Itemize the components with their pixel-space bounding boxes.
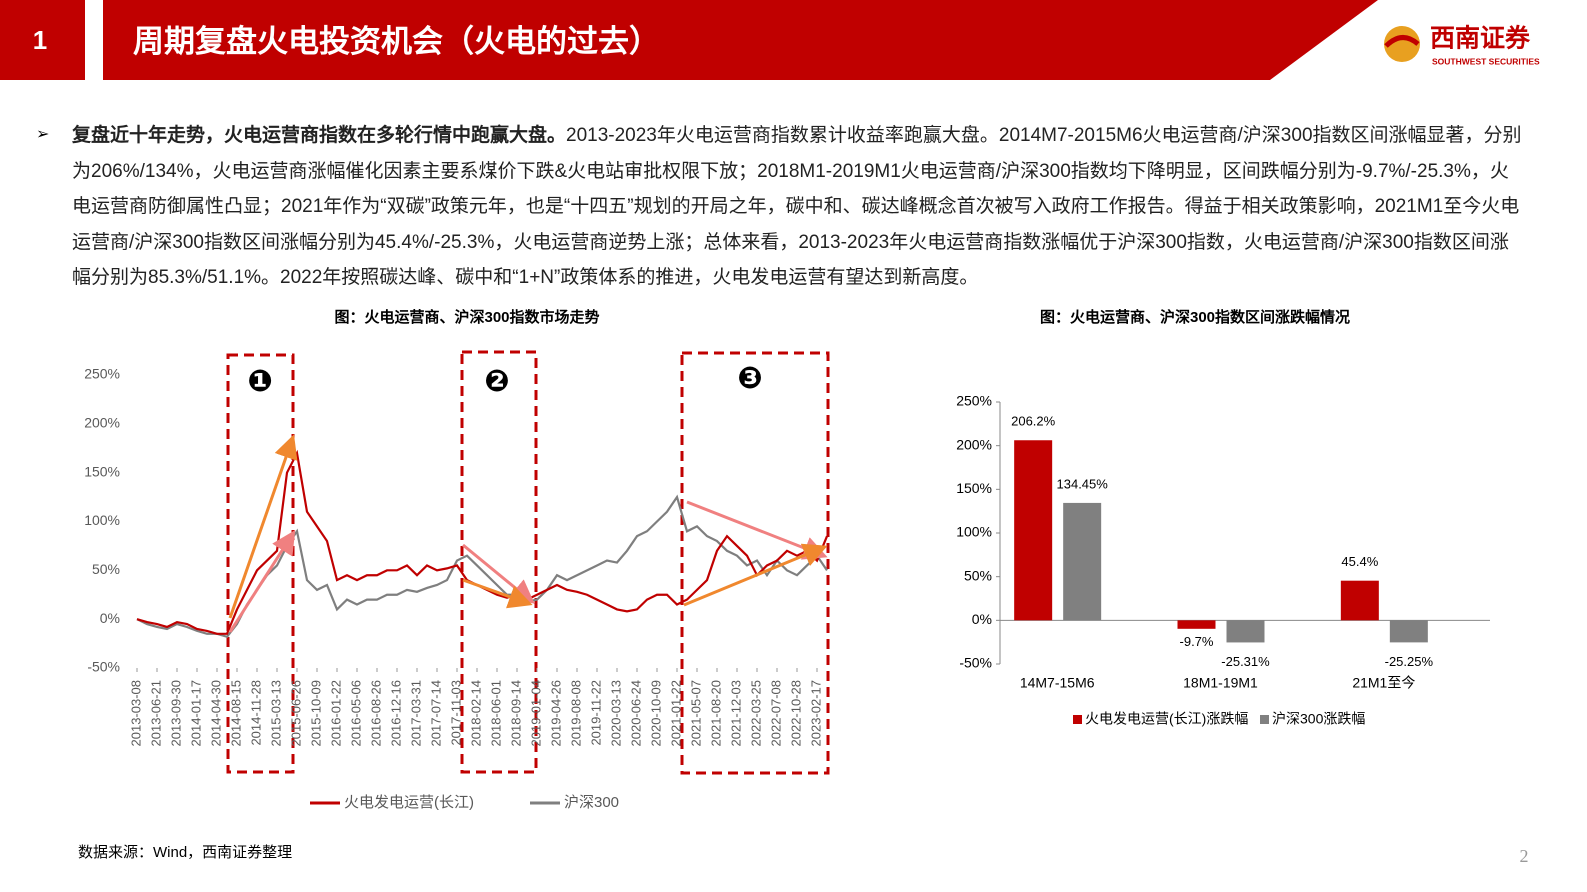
x-tick-label: 2015-10-09 [308,680,323,747]
x-tick-label: 2019-11-22 [588,680,603,746]
y-tick-label: 250% [956,393,992,409]
y-tick-label: 150% [84,463,120,479]
paragraph: 复盘近十年走势，火电运营商指数在多轮行情中跑赢大盘。2013-2023年火电运营… [72,118,1522,296]
x-tick-label: 2014-08-15 [228,680,243,747]
y-tick-label: 200% [84,415,120,431]
x-tick-label: 2013-09-30 [168,680,183,747]
x-tick-label: 2020-10-09 [648,680,663,747]
x-tick-label: 2014-04-30 [208,680,223,747]
x-tick-label: 2021-01-22 [668,680,683,747]
legend-key [1073,715,1082,724]
x-tick-label: 2014-11-28 [248,680,263,746]
y-tick-label: -50% [959,655,992,671]
x-tick-label: 2015-06-26 [288,680,303,747]
x-tick-label: 2019-01-04 [528,680,543,747]
x-tick-label: 2022-10-28 [788,680,803,747]
logo-subtext: SOUTHWEST SECURITIES [1432,56,1540,66]
bar [1014,440,1053,621]
x-tick-label: 2016-05-06 [348,680,363,747]
x-tick-label: 2020-06-24 [628,680,643,747]
bar [1340,580,1379,621]
header-num-block [0,0,85,80]
y-tick-label: 250% [84,366,120,382]
x-tick-label: 2022-07-08 [768,680,783,747]
trend-arrow [228,434,298,619]
page-number: 2 [1520,846,1529,866]
x-tick-label: 2023-02-17 [808,680,823,747]
chart-title: 图：火电运营商、沪深300指数区间涨跌幅情况 [1040,308,1350,326]
legend-label: 沪深300涨跌幅 [1272,711,1365,727]
x-tick-label: 2019-08-08 [568,680,583,747]
logo-mark [1384,26,1420,62]
x-tick-label: 2016-12-16 [388,680,403,747]
bar [1389,620,1428,643]
trend-arrow [462,578,533,609]
y-tick-label: 50% [92,561,120,577]
trend-arrow [228,529,296,633]
bar [1226,620,1265,643]
x-tick-label: 18M1-19M1 [1183,675,1258,691]
x-tick-label: 2021-12-03 [728,680,743,747]
x-tick-label: 2016-01-22 [328,680,343,747]
x-tick-label: 2018-06-01 [488,680,503,747]
y-tick-label: 100% [956,524,992,540]
data-label: -9.7% [1180,634,1214,649]
data-label: 45.4% [1341,554,1378,569]
y-tick-label: 150% [956,480,992,496]
highlight-boxes [226,350,830,775]
source-note: 数据来源：Wind，西南证券整理 [78,844,292,861]
x-tick-label: 21M1至今 [1352,675,1415,691]
y-tick-label: 0% [100,610,120,626]
series-line [136,449,829,635]
x-tick-label: 2020-03-13 [608,680,623,747]
y-tick-label: -50% [87,659,120,675]
annotation: ❸ [737,362,762,395]
legend-key [1260,715,1269,724]
x-tick-label: 2017-11-03 [448,680,463,746]
chart-title: 图：火电运营商、沪深300指数市场走势 [334,308,599,326]
y-tick-label: 50% [964,567,992,583]
x-tick-label: 2021-08-20 [708,680,723,747]
x-tick-label: 2013-03-08 [128,680,143,747]
x-tick-label: 2013-06-21 [148,680,163,747]
x-tick-label: 2014-01-17 [188,680,203,747]
bar [1063,502,1102,621]
legend-label: 沪深300 [564,794,619,811]
annotation: ❶ [247,365,272,398]
x-tick-label: 2022-03-25 [748,680,763,747]
x-tick-label: 2019-04-26 [548,680,563,747]
x-tick-label: 2018-02-14 [468,680,483,747]
logo-text: 西南证券 [1430,24,1531,53]
legend-label: 火电发电运营(长江)涨跌幅 [1085,711,1248,727]
y-tick-label: 200% [956,436,992,452]
annotation: ❷ [484,365,509,398]
x-tick-label: 2018-09-14 [508,680,523,747]
trend-arrow [686,500,828,560]
x-tick-label: 14M7-15M6 [1020,675,1095,691]
legend-label: 火电发电运营(长江) [344,794,474,811]
x-tick-label: 2017-03-31 [408,680,423,747]
data-label: -25.25% [1385,654,1434,669]
header-band [103,0,1378,80]
header-number: 1 [33,25,47,55]
data-label: 134.45% [1057,476,1109,491]
bullet-marker: ➢ [36,126,50,143]
data-label: 206.2% [1011,414,1056,429]
data-label: -25.31% [1221,654,1270,669]
paragraph-bold: 复盘近十年走势，火电运营商指数在多轮行情中跑赢大盘。 [72,125,567,146]
y-tick-label: 100% [84,512,120,528]
header-title: 周期复盘火电投资机会（火电的过去） [133,24,660,59]
paragraph-text: 2013-2023年火电运营商指数累计收益率跑赢大盘。2014M7-2015M6… [72,125,1522,288]
y-tick-label: 0% [972,611,992,627]
x-tick-label: 2017-07-14 [428,680,443,747]
trend-arrow [683,543,828,607]
logo-swoosh [1384,35,1420,48]
x-tick-label: 2016-08-26 [368,680,383,747]
bar [1177,620,1216,629]
x-tick-label: 2015-03-13 [268,680,283,747]
x-tick-label: 2021-05-07 [688,680,703,747]
